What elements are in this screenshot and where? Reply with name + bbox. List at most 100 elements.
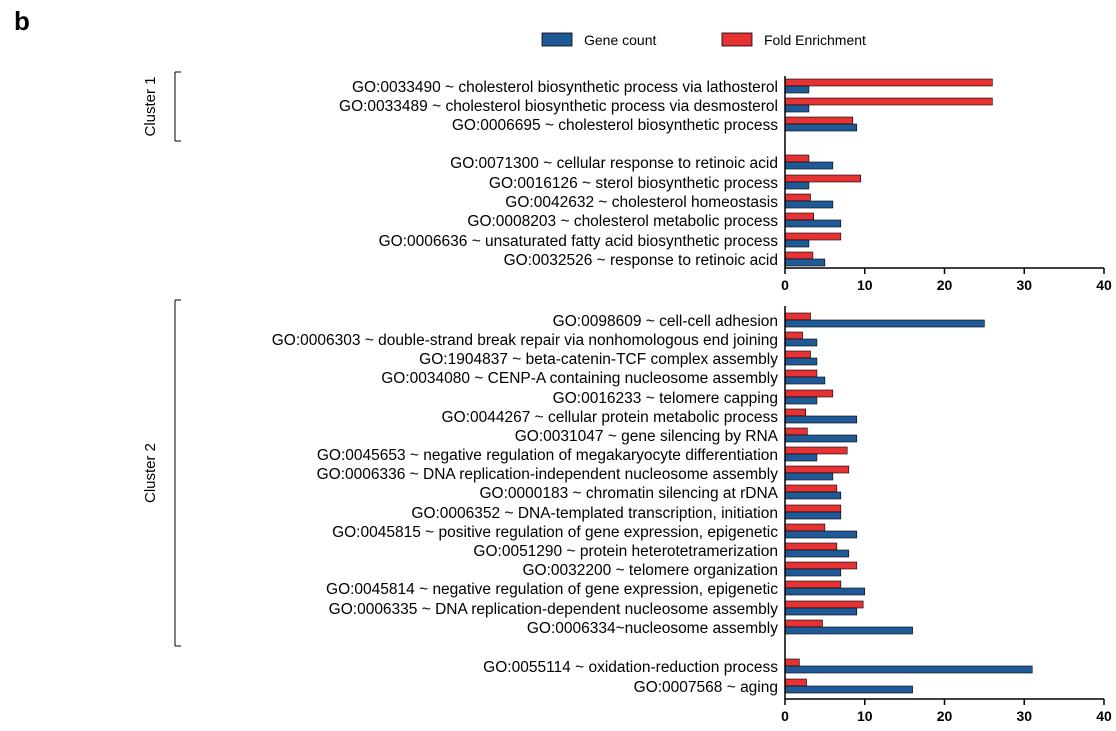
cluster-label: Cluster 2 [142, 443, 159, 503]
category-label: GO:0055114 ~ oxidation-reduction process [483, 659, 778, 676]
bar-fold-enrichment [784, 561, 858, 570]
bar-fold-enrichment [784, 389, 834, 398]
bar-fold-enrichment [784, 154, 810, 163]
bar-gene-count [784, 665, 1033, 674]
bar-gene-count [784, 472, 834, 481]
category-label: GO:0016233 ~ telomere capping [553, 390, 778, 407]
bar-fold-enrichment [784, 484, 838, 493]
bar-fold-enrichment [784, 312, 811, 321]
bar-fold-enrichment [784, 465, 850, 474]
bar-gene-count [784, 161, 834, 170]
bar-fold-enrichment [784, 504, 842, 513]
bar-fold-enrichment [784, 116, 854, 125]
bar-fold-enrichment [784, 97, 993, 106]
bar-gene-count [784, 511, 842, 520]
legend-label: Fold Enrichment [764, 32, 866, 48]
bar-fold-enrichment [784, 446, 848, 455]
bar-gene-count [784, 685, 913, 694]
bar-fold-enrichment [784, 193, 811, 202]
category-label: GO:0032200 ~ telomere organization [523, 562, 779, 579]
x-tick-label: 10 [857, 708, 873, 724]
bar-fold-enrichment [784, 580, 842, 589]
category-label: GO:0033490 ~ cholesterol biosynthetic pr… [352, 79, 778, 96]
x-tick-label: 0 [781, 708, 789, 724]
category-label: GO:0044267 ~ cellular protein metabolic … [442, 409, 779, 426]
bar-fold-enrichment [784, 427, 808, 436]
bar-gene-count [784, 549, 850, 558]
bar-gene-count [784, 568, 842, 577]
bar-gene-count [784, 396, 818, 405]
bar-gene-count [784, 181, 810, 190]
bar-fold-enrichment [784, 542, 838, 551]
bar-fold-enrichment [784, 408, 807, 417]
category-label: GO:0006334~nucleosome assembly [527, 620, 778, 637]
bar-fold-enrichment [784, 350, 811, 359]
bar-fold-enrichment [784, 658, 800, 667]
legend-swatch-gene-count [541, 32, 573, 47]
bar-gene-count [784, 123, 858, 132]
category-label: GO:0045653 ~ negative regulation of mega… [317, 447, 778, 464]
category-label: GO:0006303 ~ double-strand break repair … [272, 332, 778, 349]
bar-gene-count [784, 453, 818, 462]
bar-gene-count [784, 200, 834, 209]
x-tick-label: 40 [1096, 277, 1112, 293]
category-label: GO:0000183 ~ chromatin silencing at rDNA [479, 485, 778, 502]
bar-gene-count [784, 626, 913, 635]
category-label: GO:0033489 ~ cholesterol biosynthetic pr… [339, 98, 778, 115]
bar-gene-count [784, 607, 858, 616]
panel-label: b [14, 6, 30, 36]
bar-fold-enrichment [784, 600, 864, 609]
x-tick-label: 20 [937, 708, 953, 724]
category-label: GO:0007568 ~ aging [634, 679, 778, 696]
cluster-label: Cluster 1 [142, 76, 159, 136]
category-label: GO:0098609 ~ cell-cell adhesion [553, 313, 778, 330]
bar-fold-enrichment [784, 331, 803, 340]
category-label: GO:1904837 ~ beta-catenin-TCF complex as… [419, 351, 778, 368]
bar-fold-enrichment [784, 174, 862, 183]
bar-gene-count [784, 530, 858, 539]
bar-gene-count [784, 104, 810, 113]
bar-gene-count [784, 85, 810, 94]
category-label: GO:0006335 ~ DNA replication-dependent n… [329, 601, 779, 618]
bar-fold-enrichment [784, 678, 807, 687]
category-label: GO:0006336 ~ DNA replication-independent… [317, 466, 779, 483]
bar-gene-count [784, 338, 818, 347]
bar-gene-count [784, 587, 866, 596]
x-tick-label: 20 [937, 277, 953, 293]
category-label: GO:0008203 ~ cholesterol metabolic proce… [467, 213, 778, 230]
x-tick-label: 0 [781, 277, 789, 293]
x-tick-label: 10 [857, 277, 873, 293]
category-label: GO:0032526 ~ response to retinoic acid [504, 252, 778, 269]
x-tick-label: 40 [1096, 708, 1112, 724]
bar-fold-enrichment [784, 232, 842, 241]
bar-gene-count [784, 319, 985, 328]
category-label: GO:0051290 ~ protein heterotetramerizati… [473, 543, 778, 560]
bar-gene-count [784, 415, 858, 424]
bar-fold-enrichment [784, 212, 815, 221]
category-label: GO:0006636 ~ unsaturated fatty acid bios… [379, 233, 779, 250]
category-label: GO:0042632 ~ cholesterol homeostasis [505, 194, 778, 211]
category-label: GO:0031047 ~ gene silencing by RNA [515, 428, 779, 445]
category-label: GO:0016126 ~ sterol biosynthetic process [489, 175, 778, 192]
bar-fold-enrichment [784, 369, 818, 378]
category-label: GO:0071300 ~ cellular response to retino… [450, 155, 778, 172]
category-label: GO:0045815 ~ positive regulation of gene… [332, 524, 778, 541]
category-label: GO:0006695 ~ cholesterol biosynthetic pr… [452, 117, 778, 134]
bar-gene-count [784, 434, 858, 443]
bar-gene-count [784, 357, 818, 366]
legend-swatch-fold-enrichment [721, 32, 753, 47]
bar-gene-count [784, 258, 826, 267]
category-label: GO:0006352 ~ DNA-templated transcription… [411, 505, 778, 522]
bar-fold-enrichment [784, 523, 826, 532]
bar-fold-enrichment [784, 78, 993, 87]
category-label: GO:0045814 ~ negative regulation of gene… [326, 581, 778, 598]
x-tick-label: 30 [1016, 277, 1032, 293]
bar-gene-count [784, 491, 842, 500]
bar-gene-count [784, 219, 842, 228]
bar-gene-count [784, 239, 810, 248]
category-label: GO:0034080 ~ CENP-A containing nucleosom… [381, 370, 778, 387]
bar-gene-count [784, 376, 826, 385]
x-tick-label: 30 [1016, 708, 1032, 724]
legend-label: Gene count [584, 32, 656, 48]
